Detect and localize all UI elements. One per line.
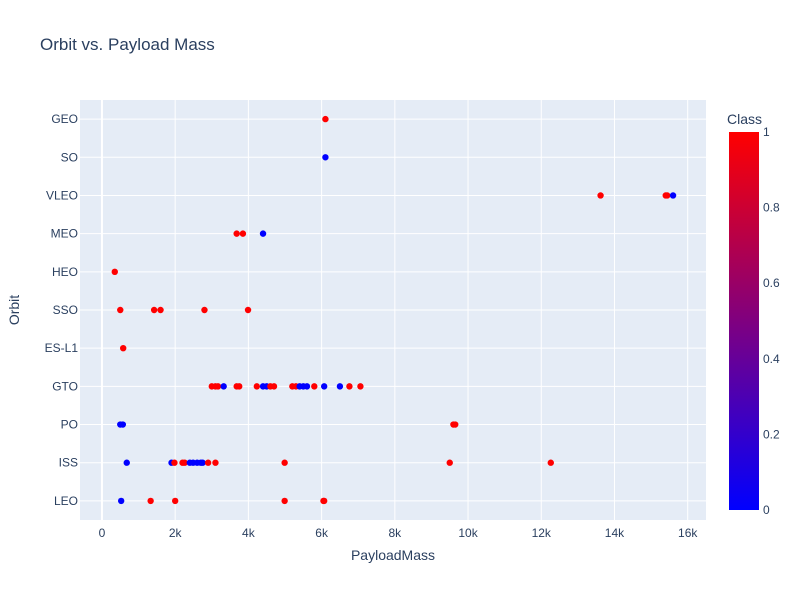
data-point bbox=[669, 192, 677, 199]
data-point bbox=[236, 383, 243, 390]
data-point bbox=[322, 115, 329, 123]
y-tick-label: LEO bbox=[54, 494, 78, 508]
y-tick-label: HEO bbox=[52, 265, 78, 279]
chart-title: Orbit vs. Payload Mass bbox=[40, 35, 215, 54]
data-point bbox=[199, 459, 206, 466]
data-point bbox=[322, 154, 329, 161]
colorbar-tick-label: 1 bbox=[763, 125, 770, 139]
data-point bbox=[244, 306, 252, 314]
data-point bbox=[259, 230, 267, 237]
data-point bbox=[336, 383, 344, 390]
y-tick-label: MEO bbox=[51, 227, 78, 241]
x-tick-label: 8k bbox=[388, 526, 402, 540]
y-axis-title: Orbit bbox=[6, 295, 22, 325]
data-point bbox=[303, 383, 311, 390]
colorbar-ticks: 0 0.2 0.4 0.6 0.8 1 bbox=[763, 125, 780, 517]
data-point bbox=[663, 192, 671, 199]
data-point bbox=[119, 421, 127, 428]
data-point bbox=[201, 306, 208, 314]
x-axis-title: PayloadMass bbox=[351, 547, 435, 563]
x-axis-ticks: 0 2k 4k 6k 8k 10k 12k 14k 16k bbox=[99, 526, 699, 540]
data-point bbox=[171, 459, 178, 466]
data-point bbox=[147, 497, 154, 505]
colorbar-tick-label: 0 bbox=[763, 503, 770, 517]
x-tick-label: 14k bbox=[605, 526, 625, 540]
x-tick-label: 6k bbox=[315, 526, 329, 540]
y-tick-label: SSO bbox=[53, 303, 78, 317]
data-point bbox=[597, 192, 604, 199]
data-point bbox=[547, 459, 554, 466]
data-point bbox=[320, 497, 328, 505]
data-point bbox=[171, 497, 179, 505]
data-point bbox=[270, 383, 278, 390]
data-point bbox=[111, 268, 118, 276]
data-point bbox=[320, 383, 328, 390]
y-tick-label: ISS bbox=[59, 456, 78, 470]
colorbar bbox=[729, 132, 759, 510]
x-tick-label: 10k bbox=[458, 526, 478, 540]
x-tick-label: 4k bbox=[242, 526, 256, 540]
data-point bbox=[281, 459, 288, 466]
y-tick-label: SO bbox=[61, 150, 78, 164]
data-point bbox=[157, 306, 164, 314]
data-point bbox=[150, 306, 158, 314]
colorbar-tick-label: 0.8 bbox=[763, 201, 780, 215]
data-point bbox=[181, 459, 188, 466]
data-point bbox=[212, 459, 219, 466]
data-point bbox=[311, 383, 318, 390]
x-tick-label: 2k bbox=[169, 526, 183, 540]
data-point bbox=[253, 383, 261, 390]
x-tick-label: 0 bbox=[99, 526, 106, 540]
data-point bbox=[119, 344, 127, 352]
colorbar-tick-label: 0.6 bbox=[763, 276, 780, 290]
y-tick-label: GEO bbox=[51, 112, 78, 126]
data-point bbox=[346, 383, 353, 390]
gridlines bbox=[80, 100, 706, 520]
data-point bbox=[357, 383, 364, 390]
data-point bbox=[214, 383, 222, 390]
data-point bbox=[239, 230, 247, 237]
data-points bbox=[111, 115, 677, 505]
y-tick-label: ES-L1 bbox=[45, 341, 79, 355]
data-point bbox=[233, 230, 240, 237]
data-point bbox=[452, 421, 459, 428]
colorbar-tick-label: 0.4 bbox=[763, 352, 780, 366]
data-point bbox=[281, 497, 288, 505]
colorbar-title: Class bbox=[727, 111, 762, 127]
y-tick-label: VLEO bbox=[46, 188, 78, 202]
data-point bbox=[117, 306, 124, 314]
y-axis-ticks: LEO ISS PO GTO ES-L1 SSO HEO MEO VLEO SO GEO bbox=[45, 112, 79, 508]
colorbar-tick-label: 0.2 bbox=[763, 427, 780, 441]
data-point bbox=[117, 497, 125, 505]
x-tick-label: 12k bbox=[532, 526, 552, 540]
data-point bbox=[220, 383, 227, 390]
y-tick-label: GTO bbox=[52, 379, 78, 393]
y-tick-label: PO bbox=[61, 418, 78, 432]
data-point bbox=[446, 459, 453, 466]
data-point bbox=[204, 459, 212, 466]
data-point bbox=[123, 459, 130, 466]
x-tick-label: 16k bbox=[678, 526, 698, 540]
